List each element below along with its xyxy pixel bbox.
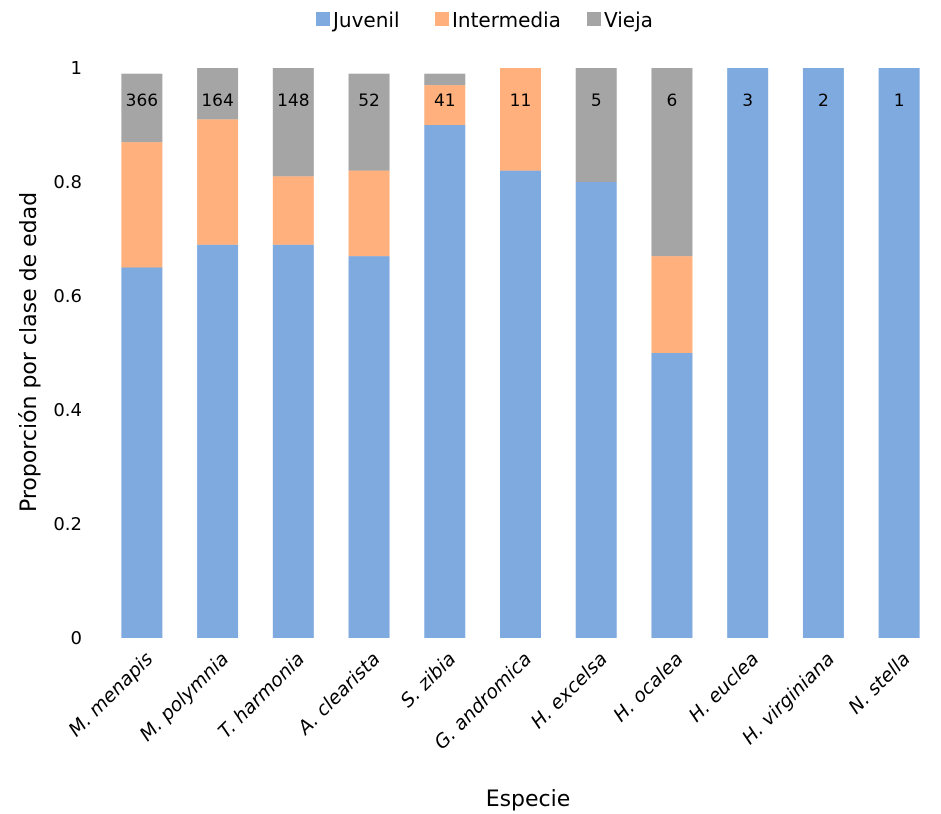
bar-juvenil-10 [878, 68, 920, 638]
data-label-5: 11 [510, 91, 532, 111]
data-label-1: 164 [201, 91, 233, 111]
bar-vieja-2 [272, 68, 314, 177]
bar-juvenil-7 [651, 353, 693, 638]
bar-intermedia-0 [121, 142, 163, 268]
bar-intermedia-5 [500, 68, 541, 171]
bar-juvenil-8 [727, 68, 769, 638]
bar-juvenil-3 [348, 256, 390, 638]
data-label-6: 5 [591, 91, 602, 111]
y-tick-label-3: 0.6 [53, 286, 82, 307]
bar-vieja-0 [121, 73, 163, 143]
data-label-0: 366 [126, 91, 158, 111]
bar-juvenil-2 [272, 244, 314, 638]
data-label-4: 41 [434, 91, 456, 111]
legend: Juvenil Intermedia Vieja [316, 8, 653, 32]
legend-swatch-intermedia [435, 12, 449, 26]
bar-vieja-7 [651, 68, 693, 257]
bar-intermedia-1 [197, 119, 239, 245]
x-tick-label-4: S. zibia [396, 648, 460, 712]
legend-swatch-juvenil [316, 12, 330, 26]
y-tick-label-4: 0.8 [53, 172, 82, 193]
legend-swatch-vieja [587, 12, 601, 26]
y-tick-label-1: 0.2 [53, 514, 82, 535]
bar-juvenil-6 [575, 182, 617, 638]
legend-label-vieja: Vieja [604, 8, 653, 32]
y-tick-label-5: 1 [71, 58, 82, 79]
bar-vieja-1 [197, 68, 239, 120]
bar-juvenil-5 [500, 170, 541, 638]
legend-label-juvenil: Juvenil [331, 8, 400, 32]
x-tick-label-6: H. excelsa [527, 648, 612, 733]
y-tick-label-0: 0 [71, 628, 82, 649]
x-tick-label-10: N. stella [844, 648, 914, 718]
y-axis-title: Proporción por clase de edad [17, 192, 42, 512]
bar-juvenil-9 [802, 68, 844, 638]
x-tick-label-7: H. ocalea [609, 648, 687, 726]
data-label-3: 52 [358, 91, 380, 111]
bar-juvenil-4 [424, 125, 466, 638]
bar-vieja-3 [348, 73, 390, 171]
bar-vieja-4 [424, 73, 466, 86]
bar-juvenil-0 [121, 267, 163, 638]
bar-intermedia-3 [348, 170, 390, 257]
bar-juvenil-1 [197, 244, 239, 638]
data-label-10: 1 [894, 91, 905, 111]
x-axis-title: Especie [486, 787, 571, 812]
y-axis: 0 0.2 0.4 0.6 0.8 1 [53, 58, 82, 649]
data-labels: 366 164 148 52 41 11 5 6 3 2 1 [126, 91, 905, 111]
legend-label-intermedia: Intermedia [452, 8, 561, 32]
bars [121, 68, 920, 638]
bar-intermedia-2 [272, 176, 314, 245]
y-tick-label-2: 0.4 [53, 400, 82, 421]
bar-intermedia-4 [424, 85, 466, 125]
x-tick-label-8: H. euclea [685, 648, 764, 727]
data-label-9: 2 [818, 91, 829, 111]
data-label-7: 6 [667, 91, 678, 111]
data-label-8: 3 [742, 91, 753, 111]
bar-intermedia-7 [651, 256, 693, 353]
bar-vieja-6 [575, 68, 617, 182]
data-label-2: 148 [277, 91, 309, 111]
